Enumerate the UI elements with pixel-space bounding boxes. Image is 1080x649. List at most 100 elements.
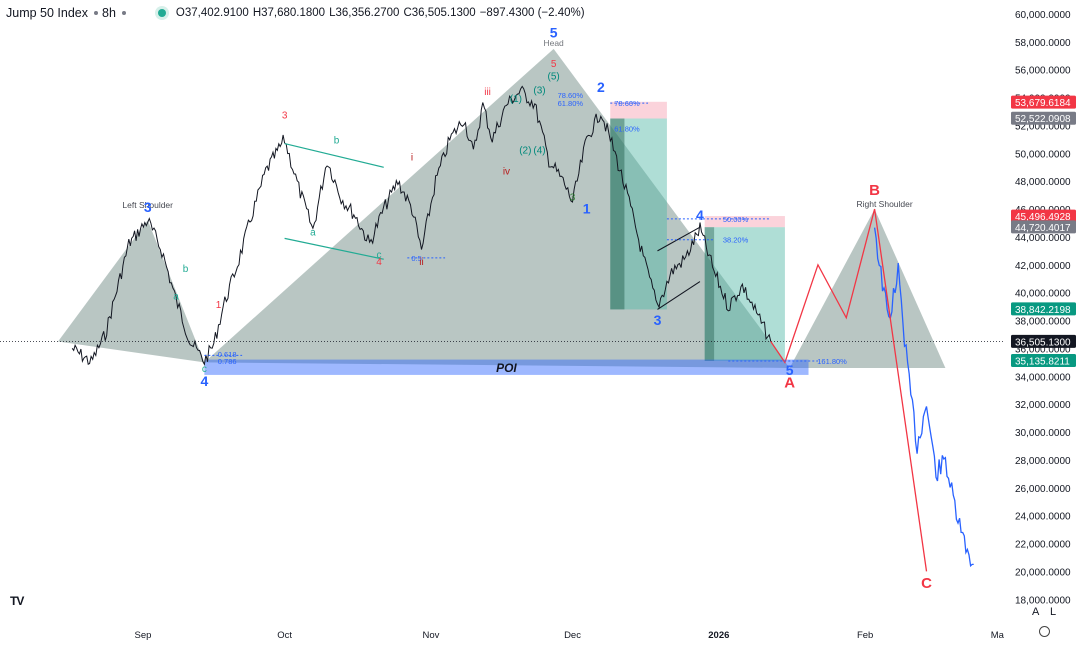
wave-label: b: [183, 264, 189, 275]
wave-label: 4: [696, 207, 704, 223]
wave-label: 1: [216, 300, 222, 311]
wave-label: 1: [583, 200, 591, 216]
filled-target-zone: [610, 118, 625, 310]
y-tick-label: 60,000.0000: [1015, 10, 1071, 21]
fib-level-label: 78.60%: [614, 99, 640, 108]
log-scale-button[interactable]: L: [1050, 606, 1057, 618]
y-tick-label: 58,000.0000: [1015, 38, 1071, 49]
symbol-name[interactable]: Jump 50 Index: [6, 6, 88, 20]
wave-label: (3): [533, 85, 545, 96]
wave-label: (5): [548, 71, 560, 82]
left-shoulder-triangle: [58, 220, 205, 363]
tradingview-logo-icon[interactable]: TV: [10, 594, 24, 608]
chart-header: Jump 50 Index 8h O37,402.9100 H37,680.18…: [6, 5, 589, 21]
wave-label: 2: [597, 79, 605, 95]
wave-label: C: [921, 575, 932, 592]
target-zone: [610, 118, 667, 310]
wave-label: ii: [419, 257, 423, 268]
fib-level-label: 161.80%: [817, 357, 847, 366]
head-label: Head: [543, 38, 564, 48]
price-tag-label: 53,679.6184: [1015, 98, 1071, 109]
x-tick-label: Nov: [422, 630, 439, 641]
wave-label: 3: [570, 193, 576, 204]
y-tick-label: 38,000.0000: [1015, 317, 1071, 328]
x-tick-label: Sep: [135, 630, 152, 641]
price-tag: [1011, 95, 1076, 109]
y-tick-label: 56,000.0000: [1015, 66, 1071, 77]
wave-label: 5: [551, 59, 557, 70]
price-tag: [1011, 302, 1076, 316]
wave-label: iii: [484, 87, 491, 98]
right-shoulder-label: Right Shoulder: [856, 199, 912, 209]
price-tag: [1011, 220, 1076, 234]
wave-label: c: [377, 250, 382, 261]
wave-label: 5: [786, 362, 794, 378]
head-triangle: [204, 48, 790, 368]
wave-label: a: [310, 228, 316, 239]
price-tag-label: 45,496.4928: [1015, 212, 1071, 223]
price-series: [71, 85, 772, 366]
price-tag-label: 44,720.4017: [1015, 223, 1071, 234]
y-tick-label: 36,000.0000: [1015, 344, 1071, 355]
wave-label: 4: [376, 257, 382, 268]
price-tag-label: 36,505.1300: [1015, 337, 1071, 348]
price-tag-label: 35,135.8211: [1015, 356, 1070, 367]
gear-icon[interactable]: [1039, 626, 1050, 637]
y-tick-label: 32,000.0000: [1015, 400, 1071, 411]
poi-zone: [204, 359, 809, 375]
separator-dot: [94, 11, 98, 15]
wave-label: 3: [654, 312, 662, 328]
price-tag: [1011, 334, 1076, 348]
channel-line: [284, 143, 384, 168]
filled-target-zone: [704, 227, 715, 361]
y-tick-label: 22,000.0000: [1015, 540, 1071, 551]
wave-label: c: [202, 364, 207, 375]
poi-label: POI: [496, 361, 517, 375]
y-tick-label: 20,000.0000: [1015, 567, 1071, 578]
price-tag-label: 52,522.0908: [1015, 114, 1071, 125]
ohlc-open: O37,402.9100: [175, 7, 249, 19]
market-status-icon: [157, 9, 166, 17]
wave-label: iv: [503, 166, 510, 177]
wave-label: i: [411, 152, 413, 163]
y-tick-label: 18,000.0000: [1015, 595, 1071, 606]
stop-zone: [704, 216, 785, 228]
projection-path: [770, 208, 928, 572]
x-tick-label: Ma: [991, 630, 1005, 641]
wave-label: B: [869, 182, 880, 199]
interval-label[interactable]: 8h: [102, 6, 116, 20]
x-tick-label: Dec: [564, 630, 581, 641]
y-tick-label: 52,000.0000: [1015, 121, 1071, 132]
y-tick-label: 34,000.0000: [1015, 372, 1071, 383]
price-tag: [1011, 209, 1076, 223]
wedge-line: [657, 281, 701, 310]
x-tick-label: Feb: [857, 630, 873, 641]
fib-level-label: 0.786: [218, 357, 237, 366]
x-tick-label: Oct: [277, 630, 292, 641]
target-zone: [704, 227, 785, 361]
projected-price-series: [873, 227, 974, 568]
wave-label: 5: [550, 25, 558, 41]
wave-label: 3: [282, 111, 288, 122]
price-tag-label: 38,842.2198: [1015, 305, 1071, 316]
wave-label: (4): [533, 145, 545, 156]
ohlc-low: L36,356.2700: [329, 7, 400, 19]
fib-level-label: 61.80%: [614, 124, 640, 133]
fib-level-label: 78.60%: [558, 91, 584, 100]
wave-label: b: [334, 136, 340, 147]
fib-level-label: 38.20%: [723, 236, 749, 245]
wave-label: (1): [510, 94, 522, 105]
y-tick-label: 26,000.0000: [1015, 484, 1071, 495]
fib-level-label: 0.5: [411, 254, 421, 263]
auto-scale-button[interactable]: A: [1032, 606, 1040, 618]
y-tick-label: 44,000.0000: [1015, 233, 1071, 244]
y-tick-label: 50,000.0000: [1015, 149, 1071, 160]
left-shoulder-label: Left Shoulder: [122, 200, 173, 210]
wave-label: 4: [200, 373, 208, 389]
price-tag: [1011, 353, 1076, 367]
stop-zone: [610, 101, 667, 119]
wedge-line: [657, 226, 701, 252]
fib-level-label: 50.00%: [723, 215, 749, 224]
y-tick-label: 24,000.0000: [1015, 512, 1071, 523]
